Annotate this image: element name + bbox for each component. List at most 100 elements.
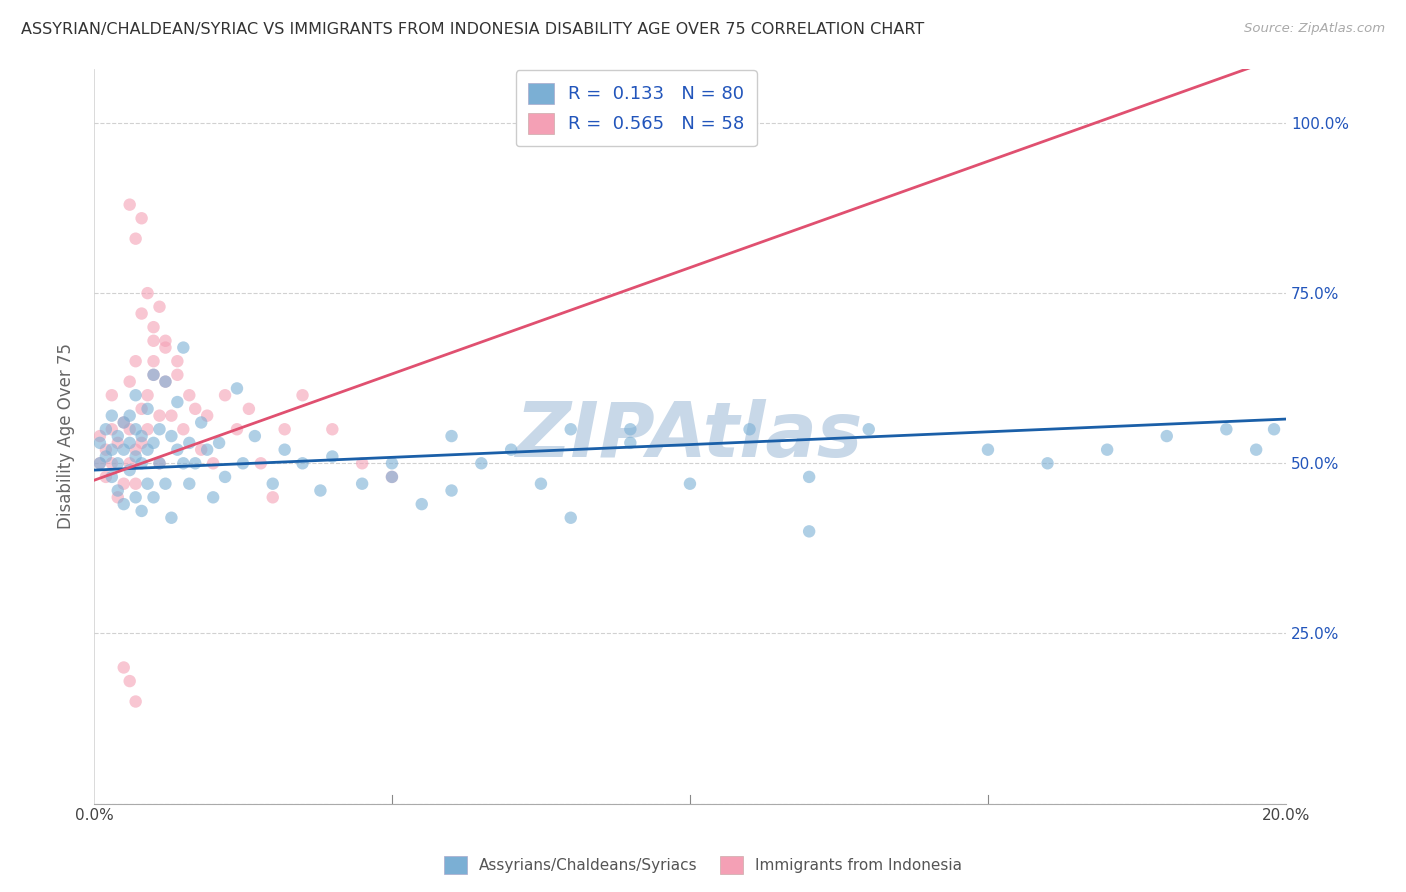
- Point: [381, 470, 404, 484]
- Point: [352, 456, 374, 470]
- Point: [160, 510, 183, 524]
- Point: [172, 422, 194, 436]
- Point: [124, 491, 146, 505]
- Point: [112, 497, 135, 511]
- Point: [619, 435, 641, 450]
- Point: [155, 375, 177, 389]
- Point: [107, 456, 129, 470]
- Point: [124, 388, 146, 402]
- Point: [118, 674, 141, 689]
- Point: [107, 483, 129, 498]
- Point: [136, 401, 159, 416]
- Text: Source: ZipAtlas.com: Source: ZipAtlas.com: [1244, 22, 1385, 36]
- Point: [184, 401, 207, 416]
- Point: [118, 409, 141, 423]
- Point: [112, 476, 135, 491]
- Point: [797, 470, 820, 484]
- Point: [118, 435, 141, 450]
- Point: [101, 470, 124, 484]
- Point: [530, 476, 553, 491]
- Point: [352, 476, 374, 491]
- Point: [94, 442, 117, 457]
- Point: [1215, 422, 1237, 436]
- Point: [101, 409, 124, 423]
- Point: [470, 456, 492, 470]
- Point: [250, 456, 273, 470]
- Point: [160, 409, 183, 423]
- Point: [184, 456, 207, 470]
- Point: [166, 354, 188, 368]
- Point: [166, 395, 188, 409]
- Point: [142, 334, 165, 348]
- Point: [142, 320, 165, 334]
- Point: [179, 476, 201, 491]
- Point: [131, 429, 153, 443]
- Point: [118, 422, 141, 436]
- Point: [124, 422, 146, 436]
- Point: [131, 435, 153, 450]
- Point: [124, 442, 146, 457]
- Point: [172, 341, 194, 355]
- Point: [107, 435, 129, 450]
- Point: [94, 470, 117, 484]
- Point: [160, 429, 183, 443]
- Point: [101, 456, 124, 470]
- Point: [148, 456, 170, 470]
- Legend: R =  0.133   N = 80, R =  0.565   N = 58: R = 0.133 N = 80, R = 0.565 N = 58: [516, 70, 756, 146]
- Point: [136, 422, 159, 436]
- Point: [148, 422, 170, 436]
- Point: [190, 442, 212, 457]
- Point: [411, 497, 433, 511]
- Point: [179, 435, 201, 450]
- Point: [89, 429, 111, 443]
- Point: [1036, 456, 1059, 470]
- Point: [1263, 422, 1285, 436]
- Point: [118, 375, 141, 389]
- Point: [118, 456, 141, 470]
- Point: [309, 483, 332, 498]
- Point: [112, 416, 135, 430]
- Point: [179, 388, 201, 402]
- Point: [148, 456, 170, 470]
- Point: [273, 442, 295, 457]
- Point: [131, 504, 153, 518]
- Point: [142, 368, 165, 382]
- Point: [142, 354, 165, 368]
- Point: [214, 388, 236, 402]
- Point: [155, 334, 177, 348]
- Point: [101, 422, 124, 436]
- Y-axis label: Disability Age Over 75: Disability Age Over 75: [58, 343, 75, 529]
- Point: [679, 476, 702, 491]
- Point: [440, 483, 463, 498]
- Point: [619, 422, 641, 436]
- Point: [131, 211, 153, 226]
- Point: [262, 476, 284, 491]
- Point: [136, 388, 159, 402]
- Point: [797, 524, 820, 539]
- Point: [131, 401, 153, 416]
- Point: [1244, 442, 1267, 457]
- Point: [155, 476, 177, 491]
- Point: [321, 422, 343, 436]
- Point: [94, 450, 117, 464]
- Point: [501, 442, 523, 457]
- Point: [190, 416, 212, 430]
- Point: [738, 422, 761, 436]
- Point: [101, 442, 124, 457]
- Point: [148, 300, 170, 314]
- Point: [166, 442, 188, 457]
- Point: [1095, 442, 1118, 457]
- Legend: Assyrians/Chaldeans/Syriacs, Immigrants from Indonesia: Assyrians/Chaldeans/Syriacs, Immigrants …: [437, 850, 969, 880]
- Point: [560, 510, 582, 524]
- Point: [381, 456, 404, 470]
- Text: ASSYRIAN/CHALDEAN/SYRIAC VS IMMIGRANTS FROM INDONESIA DISABILITY AGE OVER 75 COR: ASSYRIAN/CHALDEAN/SYRIAC VS IMMIGRANTS F…: [21, 22, 924, 37]
- Point: [101, 388, 124, 402]
- Point: [124, 354, 146, 368]
- Point: [232, 456, 254, 470]
- Point: [112, 442, 135, 457]
- Point: [273, 422, 295, 436]
- Point: [94, 422, 117, 436]
- Point: [226, 422, 249, 436]
- Point: [226, 381, 249, 395]
- Point: [166, 368, 188, 382]
